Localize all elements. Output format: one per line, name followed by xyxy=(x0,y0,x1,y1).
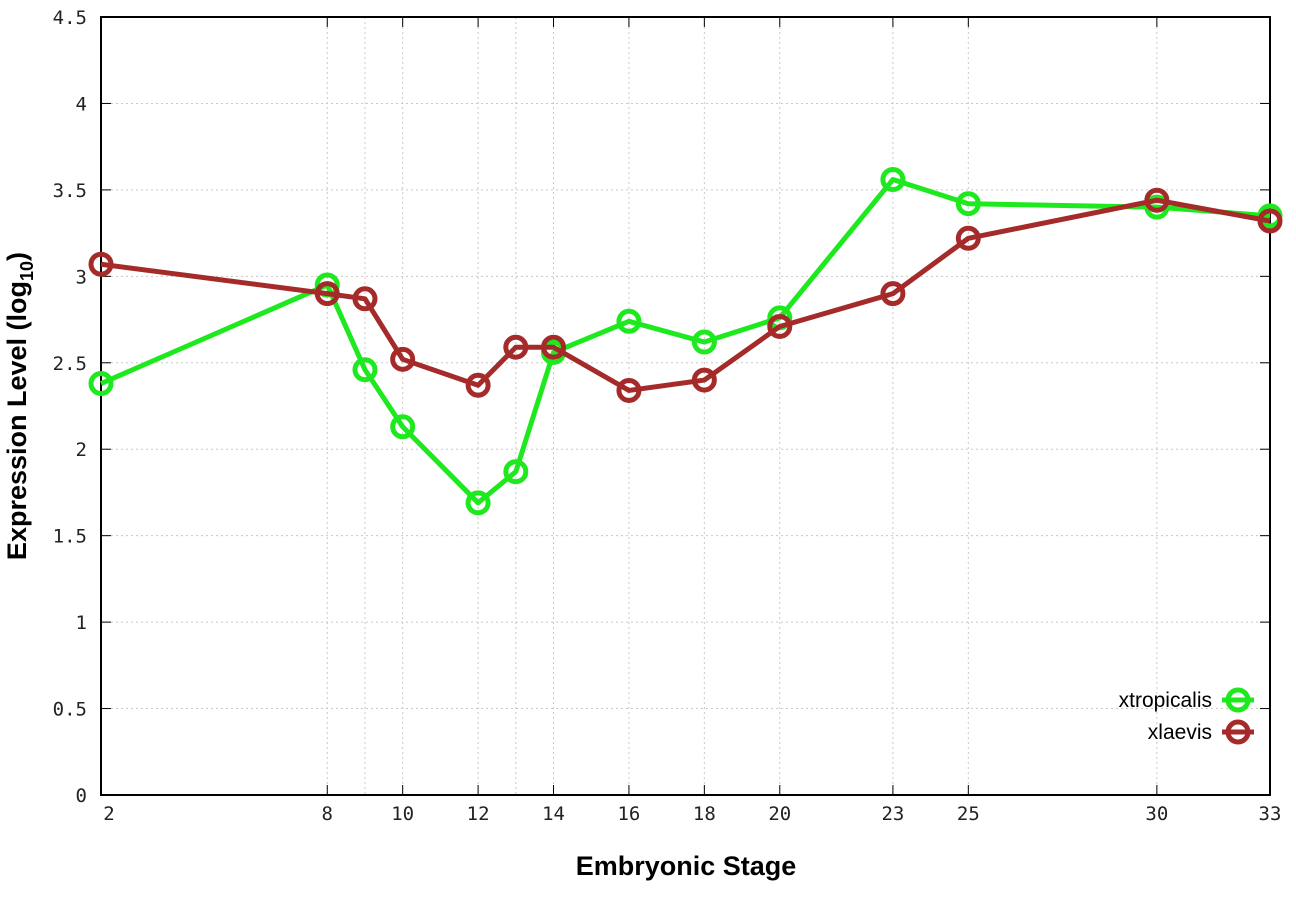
data-point xyxy=(955,191,981,217)
legend-marker xyxy=(1225,719,1251,745)
y-tick-label: 2.5 xyxy=(53,353,87,375)
y-tick-label: 4.5 xyxy=(53,7,87,29)
data-point xyxy=(352,357,378,383)
data-point xyxy=(88,251,114,277)
legend: xtropicalis xlaevis xyxy=(1119,687,1254,745)
series-xtropicalis xyxy=(88,167,1283,516)
y-tick-label: 0.5 xyxy=(53,699,87,721)
plot-frame xyxy=(100,16,1271,796)
legend-label: xtropicalis xyxy=(1119,689,1212,712)
y-tick-label: 0 xyxy=(76,785,87,807)
legend-marker xyxy=(1225,687,1251,713)
series-group xyxy=(88,167,1283,516)
x-tick-label: 25 xyxy=(957,803,980,825)
data-point xyxy=(955,225,981,251)
data-point xyxy=(352,286,378,312)
x-tick-label: 30 xyxy=(1145,803,1168,825)
x-tick-label: 12 xyxy=(467,803,490,825)
y-tick-label: 1 xyxy=(76,612,87,634)
x-tick-label: 8 xyxy=(322,803,333,825)
y-axis-label: Expression Level (log10) xyxy=(2,252,37,560)
data-point xyxy=(390,414,416,440)
data-point xyxy=(465,372,491,398)
series-xlaevis xyxy=(88,187,1283,403)
series-line xyxy=(100,177,1271,506)
legend-label: xlaevis xyxy=(1148,721,1212,744)
y-tick-label: 4 xyxy=(76,93,87,115)
data-point xyxy=(503,334,529,360)
data-point xyxy=(880,167,906,193)
x-tick-label: 14 xyxy=(542,803,565,825)
data-point xyxy=(390,346,416,372)
data-point xyxy=(880,281,906,307)
x-tick-label: 16 xyxy=(617,803,640,825)
data-point xyxy=(314,281,340,307)
data-point xyxy=(691,367,717,393)
data-point xyxy=(1257,208,1283,234)
x-tick-label: 10 xyxy=(391,803,414,825)
x-tick-label: 20 xyxy=(768,803,791,825)
x-tick-label: 23 xyxy=(881,803,904,825)
data-point xyxy=(616,308,642,334)
y-tick-label: 3.5 xyxy=(53,180,87,202)
data-point xyxy=(616,377,642,403)
axis-ticks: 0 0.5 1 1.5 2 2.5 3 3.5 4 4.5 2 8 10 12 14 16 18 20 23 25 30… xyxy=(53,7,1282,825)
data-point xyxy=(88,371,114,397)
data-point xyxy=(465,490,491,516)
x-tick-label: 33 xyxy=(1259,803,1282,825)
grid xyxy=(101,17,1270,795)
x-axis-label: Embryonic Stage xyxy=(576,851,797,881)
series-line xyxy=(100,197,1271,393)
y-tick-label: 1.5 xyxy=(53,526,87,548)
data-point xyxy=(1144,187,1170,213)
data-point xyxy=(503,459,529,485)
y-tick-label: 3 xyxy=(76,266,87,288)
y-tick-label: 2 xyxy=(76,439,87,461)
data-point xyxy=(691,329,717,355)
x-tick-label: 18 xyxy=(693,803,716,825)
x-tick-label: 2 xyxy=(103,803,114,825)
data-point xyxy=(767,313,793,339)
data-point xyxy=(541,334,567,360)
